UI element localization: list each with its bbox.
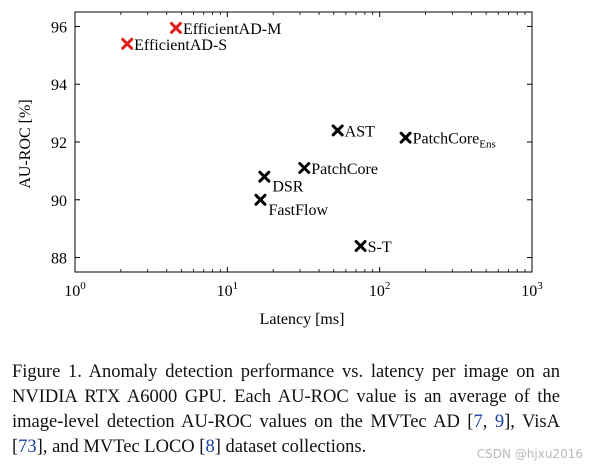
marker-efficientad-s xyxy=(121,37,134,50)
marker-stroke xyxy=(399,131,412,144)
marker-patchcore-ens xyxy=(399,131,412,144)
caption-text-visa: ], VisA [ xyxy=(12,412,560,457)
label-efficientad-m: EfficientAD-M xyxy=(183,21,281,38)
label-ast: AST xyxy=(345,123,375,140)
caption-text-loco: ], and MVTec LOCO [ xyxy=(36,437,206,457)
marker-stroke xyxy=(354,240,367,252)
data-points xyxy=(121,21,412,252)
x-axis-label: Latency [ms] xyxy=(260,311,345,328)
label-patchcore-ens: PatchCoreEns xyxy=(413,131,496,151)
citation-link-7[interactable]: 7 xyxy=(473,412,483,432)
marker-fastflow xyxy=(254,193,267,206)
citation-link-73[interactable]: 73 xyxy=(18,437,37,457)
marker-stroke xyxy=(121,37,134,50)
marker-stroke xyxy=(298,162,311,174)
marker-stroke xyxy=(254,193,267,206)
x-tick-label: 103 xyxy=(521,280,543,300)
x-tick-label: 102 xyxy=(369,280,391,300)
y-tick-label: 92 xyxy=(51,135,67,152)
tick-labels: 88 90 92 94 96 100 101 102 103 xyxy=(51,19,543,300)
label-dsr: DSR xyxy=(272,179,303,196)
marker-s-t xyxy=(354,240,367,252)
tick-marks xyxy=(74,12,533,272)
label-patchcore: PatchCore xyxy=(311,161,378,178)
caption-text: Figure 1. Anomaly detection performance … xyxy=(12,362,560,432)
x-tick-label: 101 xyxy=(217,280,239,300)
marker-dsr xyxy=(258,170,271,183)
y-tick-label: 94 xyxy=(51,77,67,94)
caption-text-end: ] dataset collections. xyxy=(214,437,367,457)
y-tick-label: 88 xyxy=(51,251,67,268)
watermark: CSDN @hjxu2016 xyxy=(476,447,583,461)
marker-efficientad-m xyxy=(169,21,182,34)
caption-separator: , xyxy=(482,412,495,432)
marker-patchcore xyxy=(298,162,311,174)
y-tick-label: 96 xyxy=(51,19,67,36)
y-axis-label: AU-ROC [%] xyxy=(17,99,34,188)
label-s-t: S-T xyxy=(368,239,392,256)
x-tick-label: 100 xyxy=(64,280,86,300)
marker-stroke xyxy=(258,170,271,183)
citation-link-8[interactable]: 8 xyxy=(205,437,215,457)
citation-link-9[interactable]: 9 xyxy=(494,412,505,432)
label-fastflow: FastFlow xyxy=(268,202,328,219)
scatter-chart: 88 90 92 94 96 100 101 102 103 EfficientAD-MEffi… xyxy=(17,11,543,328)
figure-caption: Figure 1. Anomaly detection performance … xyxy=(12,360,560,460)
y-tick-label: 90 xyxy=(51,193,67,210)
marker-stroke xyxy=(169,21,182,34)
label-efficientad-s: EfficientAD-S xyxy=(134,37,227,54)
marker-ast xyxy=(331,124,344,137)
marker-stroke xyxy=(331,124,344,137)
